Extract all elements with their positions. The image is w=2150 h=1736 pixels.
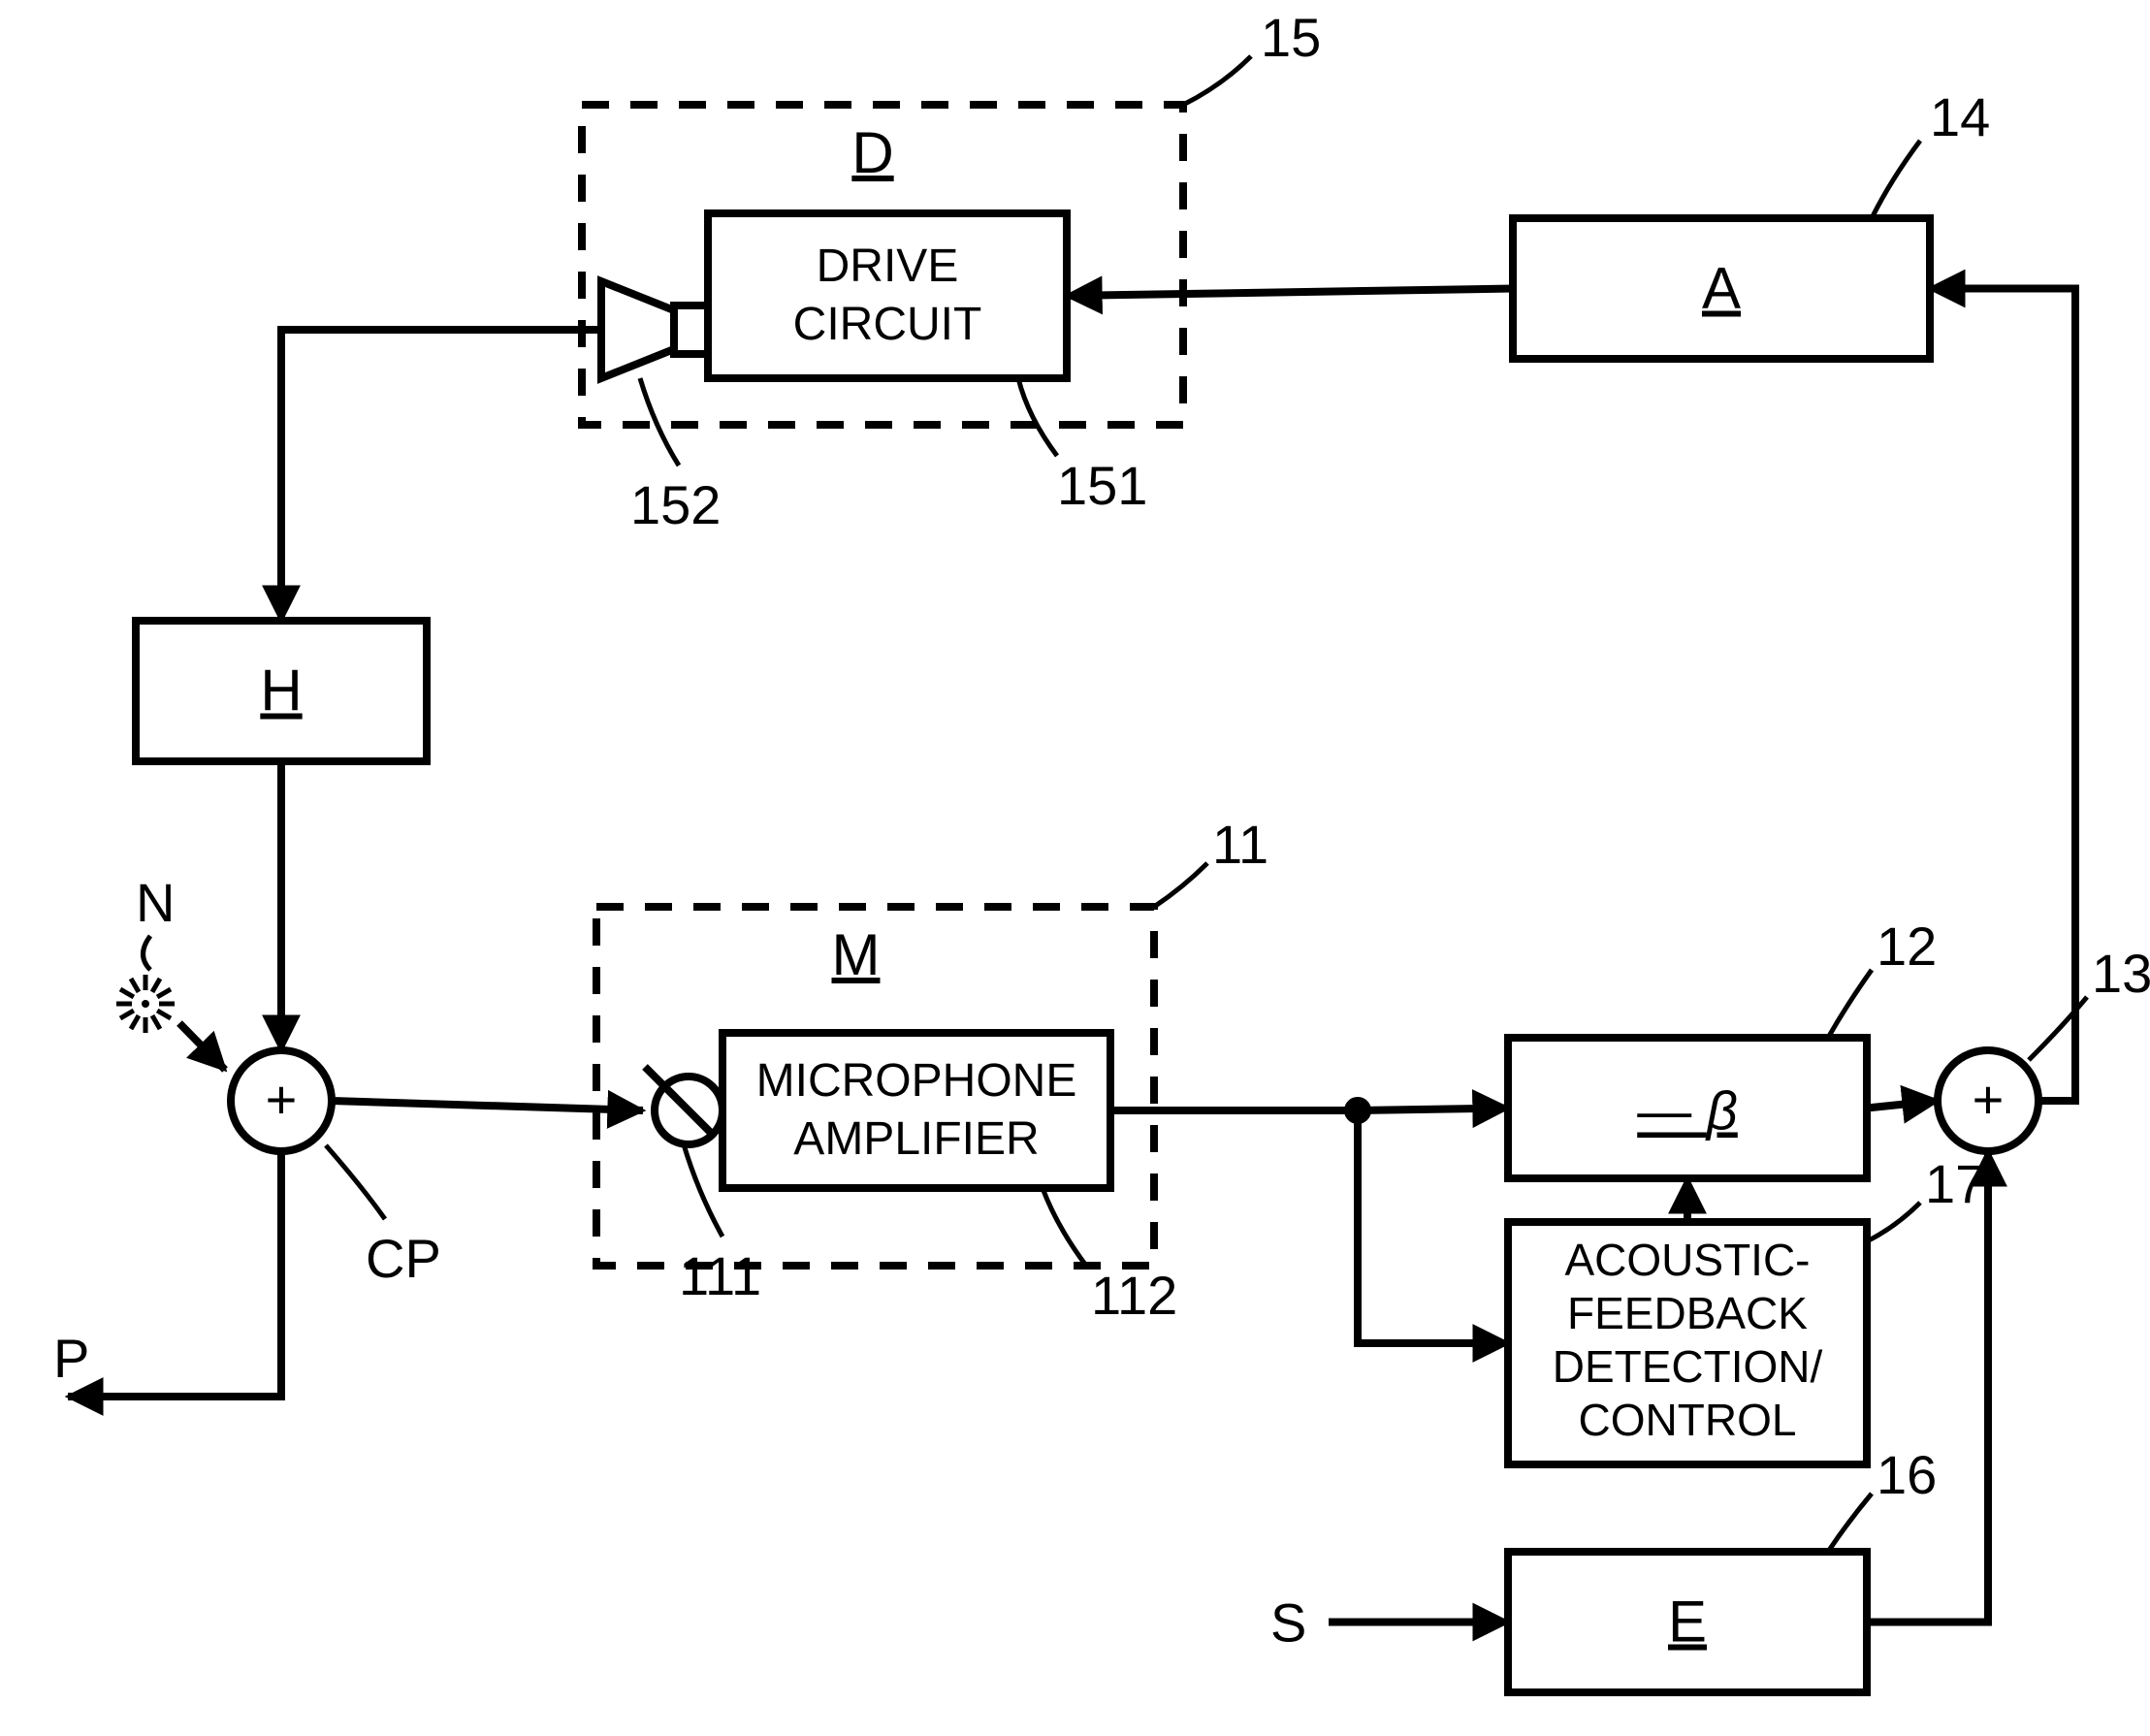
leader-11 — [1154, 863, 1207, 907]
ref-111: 111 — [679, 1245, 761, 1306]
wire-e-to-sum13 — [1867, 1151, 1988, 1623]
wire-d-to-h — [281, 330, 601, 621]
noise-ray — [152, 1015, 160, 1029]
leader-n — [144, 936, 151, 970]
noise-ray — [120, 989, 134, 997]
wire-cp-to-m — [332, 1101, 643, 1110]
afdc-l3: DETECTION/ — [1553, 1341, 1823, 1392]
summer-13-plus: + — [1973, 1069, 2005, 1130]
wire-cp-to-p — [68, 1151, 281, 1397]
leader-151 — [1018, 378, 1057, 456]
noise-ray — [157, 1011, 171, 1018]
group-d-title: D — [851, 120, 893, 185]
noise-ray — [131, 1015, 139, 1029]
label-s: S — [1270, 1592, 1306, 1654]
leader-12 — [1828, 970, 1872, 1038]
noise-ray — [120, 1011, 134, 1018]
wire-sum13-to-a — [1930, 289, 2075, 1102]
wire-a-to-d — [1067, 289, 1513, 297]
block-a-label: A — [1702, 256, 1741, 321]
afdc-l1: ACOUSTIC- — [1565, 1235, 1811, 1285]
noise-center — [142, 1000, 149, 1008]
ref-15: 15 — [1261, 7, 1321, 68]
label-n: N — [136, 872, 175, 933]
afdc-l4: CONTROL — [1579, 1395, 1797, 1445]
ref-151: 151 — [1057, 455, 1147, 516]
noise-ray — [152, 979, 160, 992]
drive-circuit-box — [708, 213, 1067, 378]
afdc-l2: FEEDBACK — [1567, 1288, 1808, 1338]
noise-ray — [157, 989, 171, 997]
wire-to-beta — [1358, 1109, 1508, 1111]
speaker-cone — [601, 281, 674, 378]
leader-15 — [1183, 56, 1251, 105]
summer-cp-plus: + — [266, 1069, 298, 1130]
block-beta-label: — β — [1637, 1080, 1738, 1141]
group-m-title: M — [832, 922, 881, 987]
ref-17: 17 — [1925, 1153, 1985, 1214]
leader-111 — [684, 1144, 722, 1237]
leader-112 — [1043, 1188, 1086, 1266]
speaker-magnet — [674, 305, 708, 354]
wire-beta-to-sum13 — [1867, 1101, 1938, 1109]
leader-17 — [1867, 1203, 1920, 1241]
wire-noise-to-cp — [179, 1023, 225, 1070]
ref-152: 152 — [630, 474, 721, 535]
label-p: P — [53, 1328, 89, 1389]
ref-12: 12 — [1877, 916, 1937, 977]
drive-circuit-line2: CIRCUIT — [793, 299, 982, 350]
leader-14 — [1872, 141, 1920, 218]
mic-amp-line1: MICROPHONE — [756, 1055, 1077, 1107]
ref-13: 13 — [2092, 943, 2150, 1004]
ref-cp: CP — [366, 1228, 441, 1289]
leader-cp — [326, 1145, 385, 1219]
ref-14: 14 — [1930, 86, 1990, 147]
ref-112: 112 — [1091, 1265, 1177, 1326]
mic-amp-line2: AMPLIFIER — [793, 1113, 1039, 1165]
block-h-label: H — [260, 659, 302, 723]
drive-circuit-line1: DRIVE — [817, 241, 959, 292]
ref-11: 11 — [1212, 814, 1268, 875]
noise-ray — [131, 979, 139, 992]
ref-16: 16 — [1877, 1444, 1937, 1505]
wire-to-afdc — [1358, 1110, 1508, 1343]
leader-16 — [1828, 1494, 1872, 1552]
block-e-label: E — [1668, 1590, 1707, 1655]
